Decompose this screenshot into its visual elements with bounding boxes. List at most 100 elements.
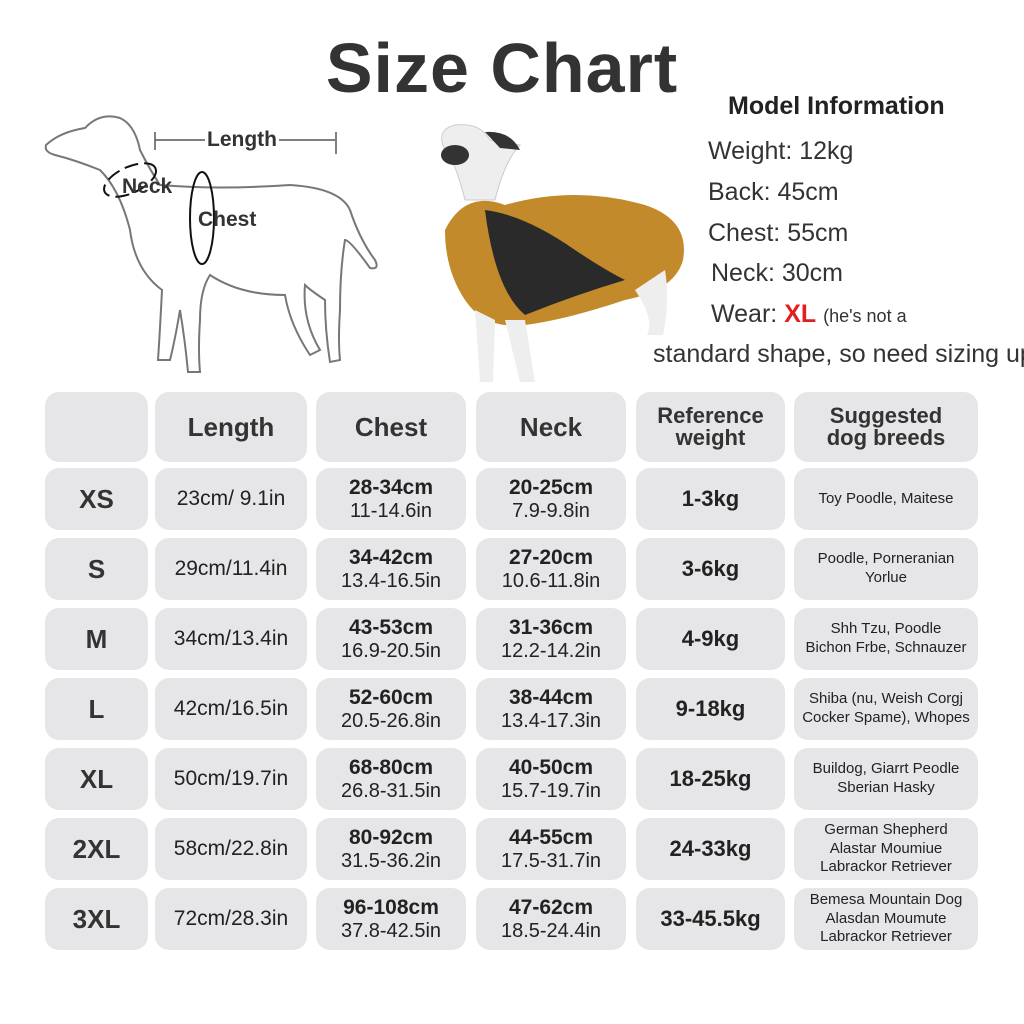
chest-cm: 68-80cm (348, 756, 434, 780)
size-label: M (85, 623, 108, 654)
breeds-text: Shh Tzu, Poodle Bichon Frbe, Schnauzer (805, 620, 967, 656)
header-label: Reference weight (657, 403, 764, 450)
weight-cell: 33-45.5kg (636, 888, 785, 950)
wear-label: Wear: (711, 300, 778, 328)
breeds-text: Shiba (nu, Weish Corgj Cocker Spame), Wh… (802, 690, 970, 726)
length-label: Length (205, 128, 279, 152)
header-cell: Neck (476, 392, 626, 462)
weight-value: 1-3kg (681, 485, 740, 511)
length-value: 58cm/22.8in (173, 837, 289, 861)
length-cell: 72cm/28.3in (155, 888, 307, 950)
chest-in: 11-14.6in (350, 499, 432, 522)
page-title: Size Chart (325, 29, 679, 107)
header-cell: Length (155, 392, 307, 462)
length-value: 34cm/13.4in (173, 627, 289, 651)
model-heading: Model Information (728, 92, 945, 120)
breeds-cell: Shiba (nu, Weish Corgj Cocker Spame), Wh… (794, 678, 978, 740)
header-cell: Reference weight (636, 392, 785, 462)
chest-in: 16.9-20.5in (340, 639, 442, 662)
length-value: 50cm/19.7in (173, 767, 289, 791)
breeds-text: Poodle, Porneranian Yorlue (817, 550, 955, 586)
length-value: 23cm/ 9.1in (176, 487, 286, 511)
header-label: Neck (519, 411, 583, 442)
length-value: 29cm/11.4in (174, 557, 288, 581)
dog-measurement-diagram (44, 115, 378, 373)
chest-cm: 80-92cm (348, 826, 434, 850)
chest-cm: 52-60cm (348, 686, 434, 710)
neck-cm: 44-55cm (508, 826, 594, 850)
neck-cell: 31-36cm 12.2-14.2in (476, 608, 626, 670)
header-cell: Suggested dog breeds (794, 392, 978, 462)
weight-value: 9-18kg (675, 695, 746, 721)
neck-label: Neck (122, 175, 173, 198)
neck-cm: 38-44cm (508, 686, 594, 710)
size-cell: L (45, 678, 148, 740)
model-weight: Weight: 12kg (708, 137, 854, 165)
length-value: 72cm/28.3in (173, 907, 289, 931)
size-cell: XL (45, 748, 148, 810)
size-cell: 2XL (45, 818, 148, 880)
length-value: 42cm/16.5in (173, 697, 289, 721)
size-label: 2XL (72, 833, 121, 864)
breeds-cell: Toy Poodle, Maitese (794, 468, 978, 530)
wear-note-1: (he's not a (823, 306, 907, 326)
chest-in: 13.4-16.5in (340, 569, 442, 592)
length-cell: 34cm/13.4in (155, 608, 307, 670)
model-neck: Neck: 30cm (711, 259, 843, 287)
size-label: XS (79, 483, 114, 514)
neck-cm: 31-36cm (508, 616, 594, 640)
neck-cm: 40-50cm (508, 756, 594, 780)
breeds-cell: Poodle, Porneranian Yorlue (794, 538, 978, 600)
weight-cell: 1-3kg (636, 468, 785, 530)
neck-cm: 47-62cm (508, 896, 594, 920)
weight-cell: 9-18kg (636, 678, 785, 740)
chest-cm: 96-108cm (343, 896, 439, 920)
length-cell: 23cm/ 9.1in (155, 468, 307, 530)
header-label: Length (187, 411, 275, 442)
header-cell (45, 392, 148, 462)
model-back: Back: 45cm (708, 178, 839, 206)
chest-in: 37.8-42.5in (340, 919, 442, 942)
neck-cell: 44-55cm 17.5-31.7in (476, 818, 626, 880)
size-cell: S (45, 538, 148, 600)
weight-cell: 3-6kg (636, 538, 785, 600)
neck-in: 7.9-9.8in (512, 499, 590, 522)
chest-cell: 96-108cm 37.8-42.5in (316, 888, 466, 950)
chest-cell: 43-53cm 16.9-20.5in (316, 608, 466, 670)
neck-cm: 27-20cm (508, 546, 594, 570)
breeds-cell: Bemesa Mountain Dog Alasdan Moumute Labr… (794, 888, 978, 950)
weight-cell: 24-33kg (636, 818, 785, 880)
size-label: 3XL (72, 903, 121, 934)
breeds-text: Bemesa Mountain Dog Alasdan Moumute Labr… (809, 890, 963, 946)
neck-cell: 20-25cm 7.9-9.8in (476, 468, 626, 530)
chest-cm: 43-53cm (348, 616, 434, 640)
breeds-text: Toy Poodle, Maitese (818, 489, 954, 507)
length-cell: 50cm/19.7in (155, 748, 307, 810)
chest-in: 20.5-26.8in (340, 709, 442, 732)
weight-value: 33-45.5kg (660, 905, 761, 931)
size-cell: M (45, 608, 148, 670)
chest-cell: 68-80cm 26.8-31.5in (316, 748, 466, 810)
wear-note-2: standard shape, so need sizing up) (653, 340, 1024, 368)
chest-in: 26.8-31.5in (340, 779, 442, 802)
length-cell: 42cm/16.5in (155, 678, 307, 740)
chest-in: 31.5-36.2in (340, 849, 442, 872)
chest-cell: 34-42cm 13.4-16.5in (316, 538, 466, 600)
chest-cm: 28-34cm (348, 476, 434, 500)
chest-label: Chest (198, 208, 257, 231)
size-cell: XS (45, 468, 148, 530)
chest-cm: 34-42cm (348, 546, 434, 570)
breeds-text: German Shepherd Alastar Moumiue Labracko… (820, 820, 952, 876)
breeds-cell: Buildog, Giarrt Peodle Sberian Hasky (794, 748, 978, 810)
neck-in: 12.2-14.2in (500, 639, 602, 662)
size-label: XL (79, 763, 114, 794)
weight-cell: 18-25kg (636, 748, 785, 810)
neck-cell: 38-44cm 13.4-17.3in (476, 678, 626, 740)
neck-in: 15.7-19.7in (500, 779, 602, 802)
header-label: Chest (354, 411, 428, 442)
weight-value: 18-25kg (669, 765, 752, 791)
header-label: Suggested dog breeds (826, 403, 946, 450)
chest-cell: 80-92cm 31.5-36.2in (316, 818, 466, 880)
breeds-text: Buildog, Giarrt Peodle Sberian Hasky (812, 760, 960, 796)
neck-in: 18.5-24.4in (500, 919, 602, 942)
